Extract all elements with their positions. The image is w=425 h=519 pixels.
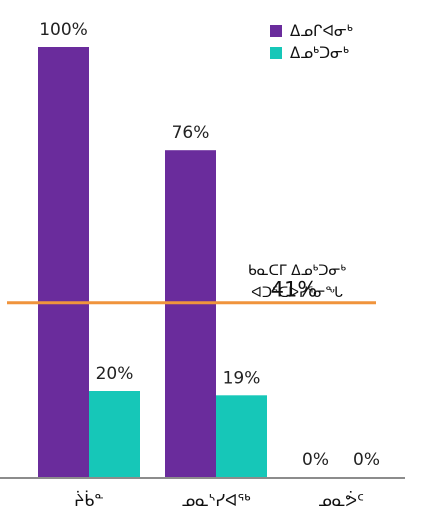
x-tick-label: ᓄᓇᕘᑦ	[318, 491, 364, 510]
legend-label: ᐃᓄᒋᐊᓂᒃ	[290, 22, 353, 40]
bar	[165, 150, 216, 477]
reference-line-label-line: ᑲᓇᑕᒥ ᐃᓄᒃᑐᓂᒃ	[247, 263, 347, 279]
data-label: 20%	[96, 364, 134, 384]
reference-line-label-line: ᐊᑐᕐᑕᐅᓯᕐᓂᖓ	[251, 285, 343, 301]
bar	[38, 47, 89, 477]
legend: ᐃᓄᒋᐊᓂᒃ ᐃᓄᒃᑐᓂᒃ	[270, 20, 353, 64]
reference-line-value: 41%	[271, 278, 318, 302]
legend-swatch	[270, 47, 282, 59]
data-label: 0%	[302, 450, 329, 470]
data-label: 0%	[353, 450, 380, 470]
x-tick-label: ᔩᑳᓐ	[74, 491, 104, 510]
legend-swatch	[270, 25, 282, 37]
data-label: 76%	[172, 123, 210, 143]
bar	[216, 395, 267, 477]
data-label: 100%	[39, 20, 88, 40]
bar	[89, 391, 140, 477]
legend-label: ᐃᓄᒃᑐᓂᒃ	[290, 44, 349, 62]
data-label: 19%	[223, 368, 261, 388]
reference-line-label: ᑲᓇᑕᒥ ᐃᓄᒃᑐᓂᒃ ᐊᑐᕐᑕᐅᓯᕐᓂᖓ	[217, 260, 377, 304]
legend-item: ᐃᓄᒋᐊᓂᒃ	[270, 20, 353, 42]
legend-item: ᐃᓄᒃᑐᓂᒃ	[270, 42, 353, 64]
x-tick-label: ᓄᓇᔅᓯᐊᖅ	[181, 491, 250, 510]
